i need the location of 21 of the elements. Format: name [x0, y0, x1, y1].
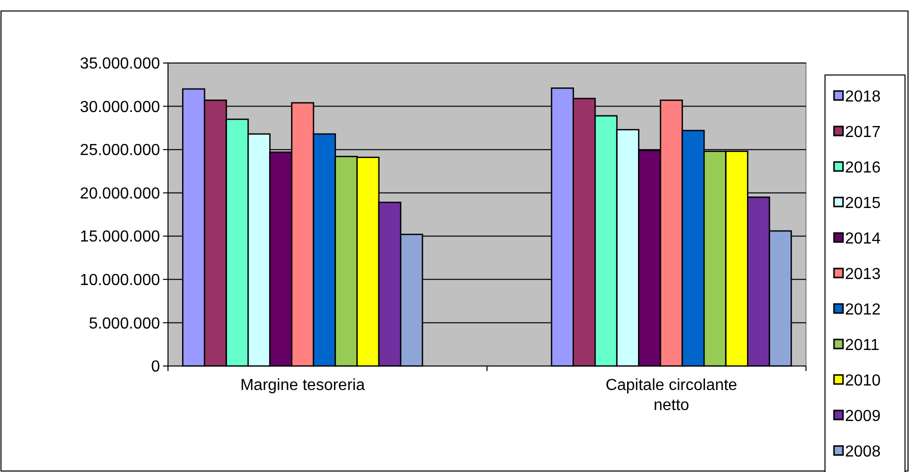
legend-label: 2012: [845, 302, 881, 319]
y-tick-label: 20.000.000: [80, 185, 160, 202]
x-tick-label: Margine tesoreria: [240, 377, 365, 394]
y-tick-label: 0: [151, 358, 160, 376]
legend-label: 2013: [845, 266, 881, 284]
legend-label: 2008: [845, 444, 881, 461]
legend-label: 2017: [845, 124, 881, 142]
y-tick-label: 15.000.000: [80, 228, 160, 246]
legend-label: 2009: [845, 408, 881, 426]
y-tick-label: 25.000.000: [80, 142, 160, 160]
legend-label: 2011: [845, 337, 880, 354]
y-tick-label: 30.000.000: [80, 98, 160, 116]
legend-label: 2014: [845, 230, 881, 248]
legend-label: 2016: [845, 160, 881, 177]
legend-label: 2018: [845, 88, 881, 106]
y-tick-label: 10.000.000: [80, 272, 160, 290]
legend-label: 2010: [845, 372, 881, 390]
y-tick-label: 35.000.000: [80, 56, 160, 73]
x-tick-label: Capitale circolante netto: [606, 377, 738, 414]
legend-label: 2015: [845, 195, 881, 212]
y-tick-label: 5.000.000: [88, 315, 160, 332]
